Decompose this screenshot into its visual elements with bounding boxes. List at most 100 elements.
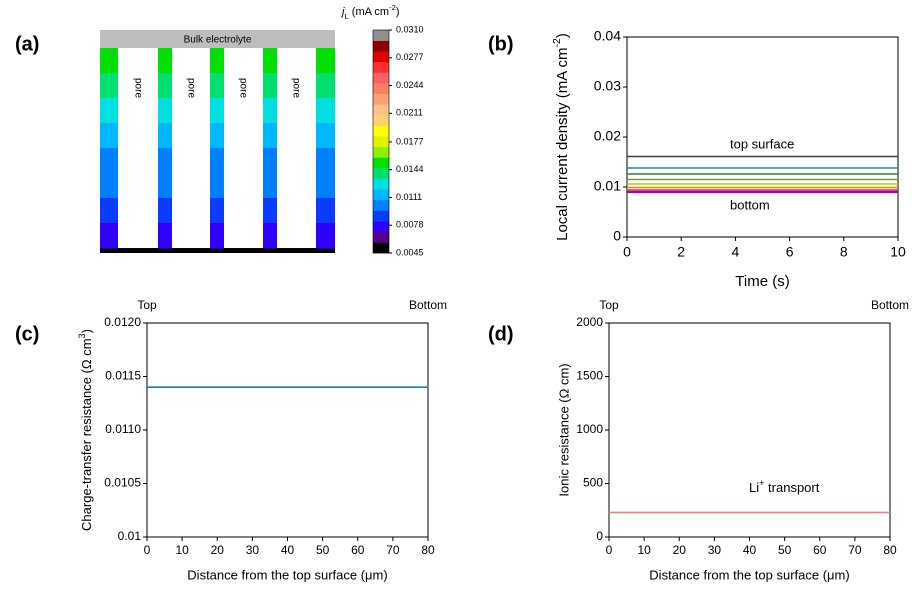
pillar-band (158, 123, 172, 149)
pillar-band (100, 223, 118, 249)
colorbar-segment (373, 136, 389, 148)
x-tick-label: 4 (732, 244, 740, 260)
pillar-band (158, 198, 172, 224)
pillar-band (263, 148, 277, 174)
x-tick-label: 80 (421, 543, 435, 557)
pillar-band (263, 198, 277, 224)
colorbar-segment (373, 30, 389, 41)
pillar-band (210, 123, 224, 149)
pillar-band (210, 173, 224, 199)
pillar-band (316, 198, 335, 224)
label-part: -2 (389, 3, 396, 12)
x-tick-label: 10 (175, 543, 189, 557)
x-tick-label: 10 (890, 244, 906, 260)
corner-label: Bottom (409, 298, 447, 312)
colorbar-tick-label: 0.0111 (396, 192, 422, 202)
x-tick-label: 30 (246, 543, 260, 557)
pillar-band (263, 48, 277, 74)
x-tick-label: 70 (848, 543, 862, 557)
pore-label: pore (290, 78, 301, 98)
y-tick-label: 1500 (576, 369, 603, 383)
colorbar-segment (373, 61, 389, 73)
pillar-band (100, 73, 118, 99)
colorbar-title: jL (mA cm-2) (340, 3, 400, 21)
colorbar-tick-label: 0.0045 (396, 247, 424, 257)
pillar-band (100, 123, 118, 149)
label-part: j (340, 6, 345, 18)
x-tick-label: 80 (883, 543, 897, 557)
pillar-band (210, 198, 224, 224)
colorbar-segment (373, 221, 389, 233)
pillar-band (263, 98, 277, 124)
y-tick-label: 0.04 (594, 28, 621, 44)
colorbar-segment (373, 157, 389, 169)
label-part: ) (554, 33, 571, 38)
x-tick-label: 20 (673, 543, 687, 557)
pillar-band (316, 223, 335, 249)
colorbar-tick-label: 0.0078 (396, 220, 424, 230)
x-tick-label: 50 (316, 543, 330, 557)
x-tick-label: 60 (813, 543, 827, 557)
annotation: Li+ transport (749, 478, 820, 495)
electrolyte-label: Bulk electrolyte (184, 35, 252, 46)
y-tick-label: 0.0120 (104, 315, 141, 329)
pillar-band (263, 223, 277, 249)
pillar-band (316, 73, 335, 99)
colorbar-segment (373, 51, 389, 63)
plot-frame (146, 322, 429, 538)
x-axis-label: Distance from the top surface (μm) (187, 567, 387, 582)
corner-label: Bottom (871, 298, 909, 312)
pillar-band (100, 148, 118, 174)
x-tick-label: 2 (677, 244, 685, 260)
label-part: (mA cm (349, 6, 389, 18)
pillar-band (100, 48, 118, 74)
y-tick-label: 0.01 (118, 529, 142, 543)
y-tick-label: 0.02 (594, 128, 621, 144)
pillar-band (210, 48, 224, 74)
colorbar-segment (373, 125, 389, 137)
x-tick-label: 50 (778, 543, 792, 557)
label-part: 3 (77, 333, 87, 338)
colorbar-segment (373, 210, 389, 222)
corner-label: Top (599, 298, 619, 312)
pillar-band (210, 148, 224, 174)
annotation: top surface (730, 136, 794, 151)
y-axis-label: Ionic resistance (Ω cm) (556, 363, 571, 496)
x-tick-label: 0 (623, 244, 631, 260)
colorbar-segment (373, 199, 389, 211)
colorbar-tick-label: 0.0144 (396, 164, 424, 174)
label-part: Charge-transfer resistance (Ω cm (79, 338, 94, 531)
x-axis-label: Distance from the top surface (μm) (649, 567, 849, 582)
colorbar-segment (373, 146, 389, 158)
current-collector (100, 248, 335, 253)
x-tick-label: 70 (386, 543, 400, 557)
label-part: -2 (551, 38, 563, 47)
annotation: bottom (730, 197, 770, 212)
pillar-band (158, 73, 172, 99)
pore-label: pore (185, 78, 196, 98)
colorbar-segment (373, 93, 389, 105)
electrolyte (100, 30, 335, 48)
colorbar-tick-label: 0.0244 (396, 80, 424, 90)
y-tick-label: 0 (596, 529, 603, 543)
pore-label: pore (237, 78, 248, 98)
y-tick-label: 0 (613, 228, 621, 244)
x-tick-label: 40 (743, 543, 757, 557)
x-tick-label: 0 (606, 543, 613, 557)
x-tick-label: 20 (211, 543, 225, 557)
y-axis-label: Local current density (mA cm-2) (551, 33, 571, 241)
pillar-band (158, 173, 172, 199)
x-tick-label: 60 (351, 543, 365, 557)
y-tick-label: 0.0110 (105, 422, 141, 436)
pillar-band (316, 148, 335, 174)
x-tick-label: 6 (786, 244, 794, 260)
y-tick-label: 0.01 (594, 178, 621, 194)
x-axis-label: Time (s) (735, 273, 789, 290)
x-tick-label: 8 (840, 244, 848, 260)
pillar-band (263, 73, 277, 99)
colorbar-tick-label: 0.0211 (396, 108, 423, 118)
colorbar-segment (373, 231, 389, 243)
pillar-band (316, 173, 335, 199)
pillar-band (263, 123, 277, 149)
